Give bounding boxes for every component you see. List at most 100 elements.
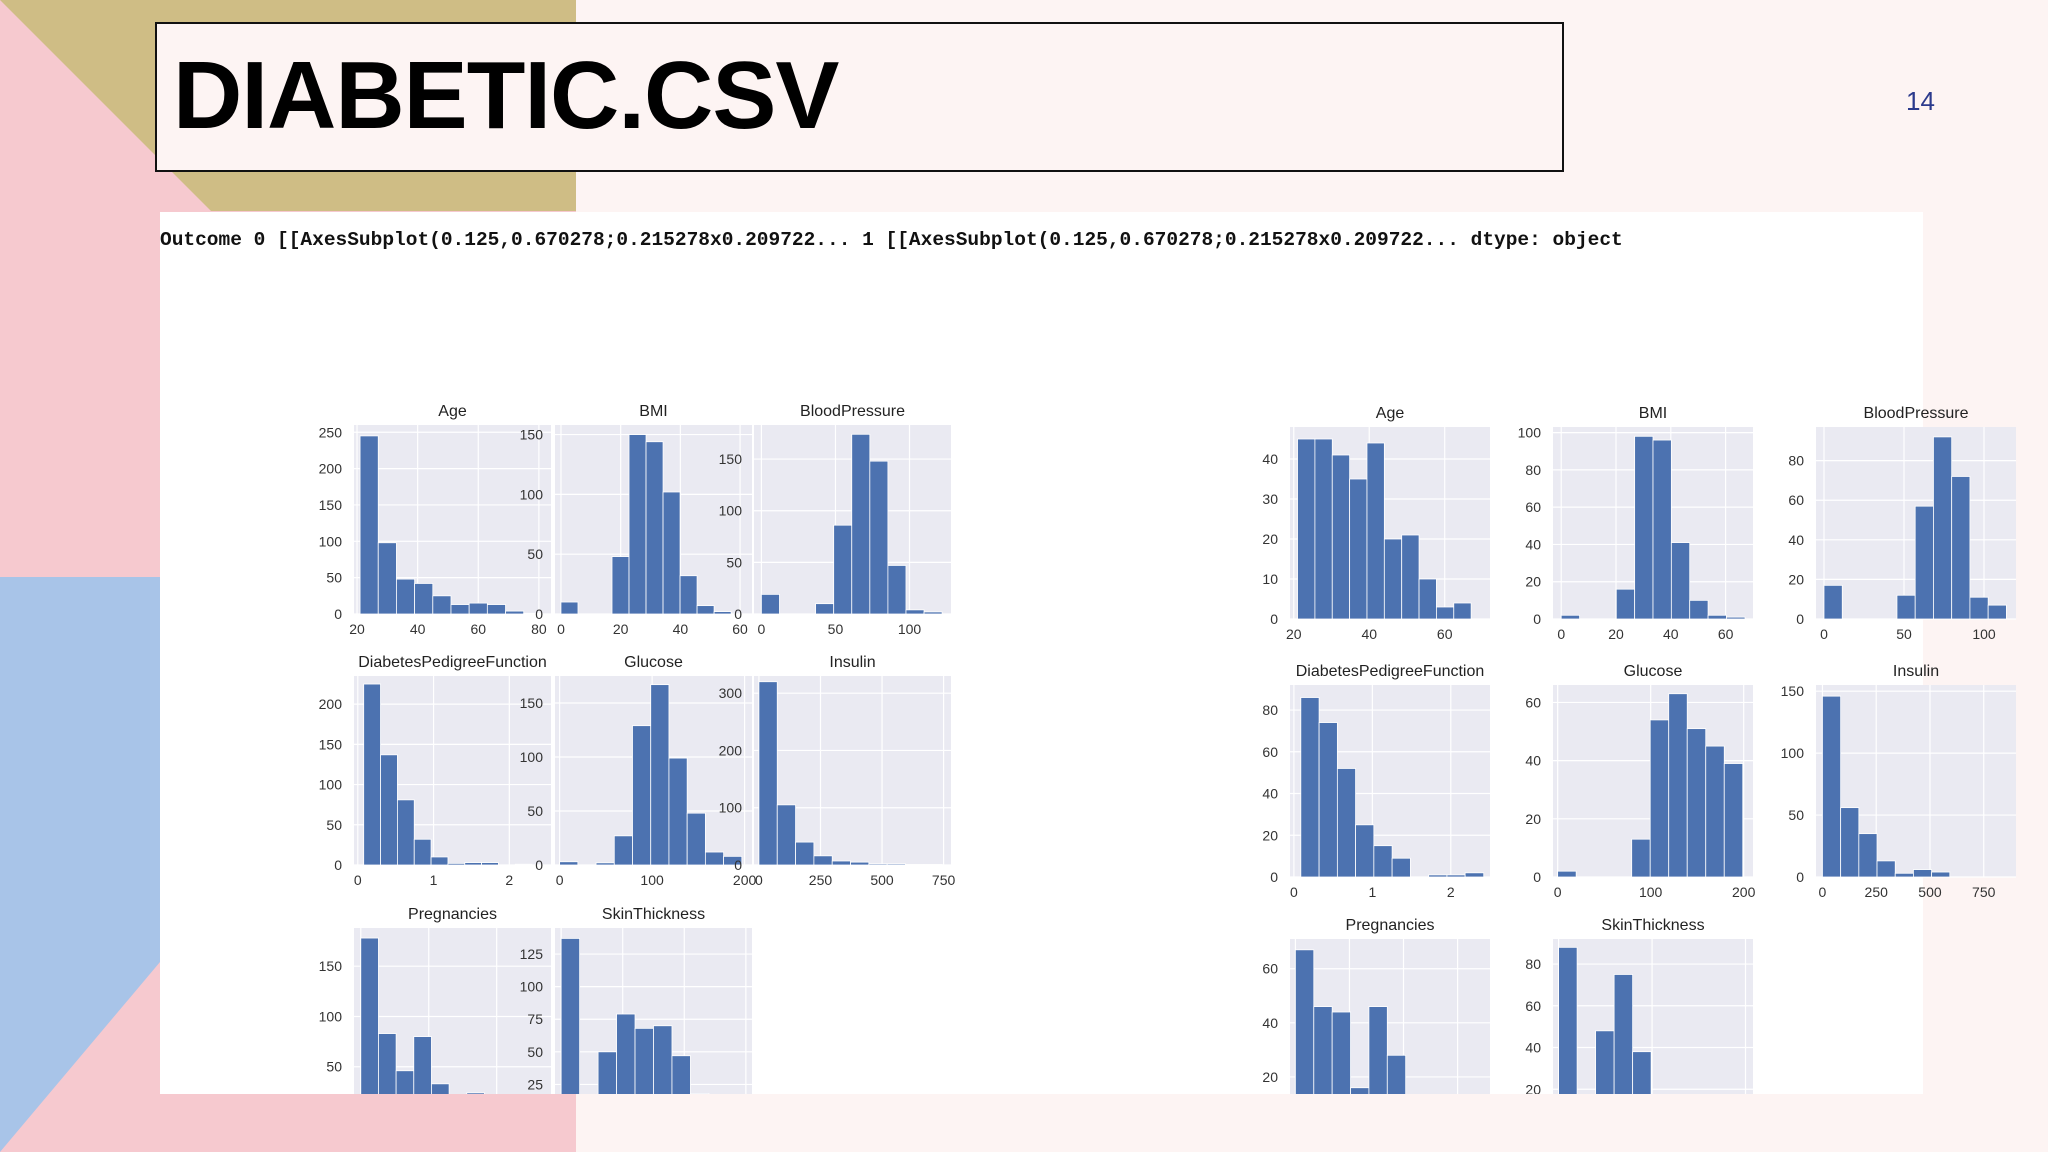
subplot-bmi: 0 20 40 60 0 20 40 60 80 100 BMI xyxy=(1518,405,1753,642)
y-tick-label: 250 xyxy=(319,424,343,440)
histogram-bar xyxy=(380,754,398,866)
histogram-bar xyxy=(923,611,943,615)
histogram-bar xyxy=(613,835,633,866)
histogram-bar xyxy=(450,604,470,615)
title-box: DIABETIC.CSV xyxy=(155,22,1564,172)
histogram-bar xyxy=(595,862,615,866)
histogram-bar xyxy=(1336,768,1356,878)
histogram-bar xyxy=(1557,870,1577,878)
x-tick-label: 750 xyxy=(1972,884,1996,900)
histogram-bar xyxy=(1652,439,1672,620)
y-tick-label: 200 xyxy=(319,461,343,477)
histogram-bar xyxy=(1401,534,1420,620)
histogram-bar xyxy=(1366,442,1385,620)
x-tick-label: 500 xyxy=(1918,884,1942,900)
y-tick-label: 40 xyxy=(1525,1040,1541,1056)
histogram-bar xyxy=(1297,438,1316,620)
y-tick-label: 20 xyxy=(1525,574,1541,590)
histogram-bar xyxy=(1670,542,1691,620)
y-tick-label: 60 xyxy=(1262,961,1278,977)
histogram-bar xyxy=(1428,874,1448,878)
x-tick-label: 0 xyxy=(556,872,564,888)
histogram-bar xyxy=(886,863,906,866)
x-tick-label: 0 xyxy=(1820,626,1828,642)
histogram-bar xyxy=(634,1027,654,1094)
x-tick-label: 250 xyxy=(1865,884,1889,900)
x-tick-label: 0 xyxy=(1290,884,1298,900)
histogram-bar xyxy=(597,1051,617,1094)
histogram-bar xyxy=(611,556,630,615)
subplot-pregnancies: 0510150204060Pregnancies xyxy=(1262,917,1490,1094)
y-tick-label: 100 xyxy=(520,979,544,995)
histogram-bar xyxy=(1349,478,1368,620)
histogram-bar xyxy=(815,603,835,615)
histogram-bar xyxy=(1318,722,1338,878)
y-tick-label: 150 xyxy=(520,695,544,711)
y-tick-label: 80 xyxy=(1525,462,1541,478)
histogram-bar xyxy=(1436,606,1455,620)
histogram-bar xyxy=(377,542,397,615)
x-tick-label: 40 xyxy=(673,621,689,637)
histogram-bar xyxy=(1595,1030,1615,1094)
x-tick-label: 80 xyxy=(531,621,547,637)
histogram-bar xyxy=(431,1083,450,1094)
x-tick-label: 500 xyxy=(870,872,894,888)
x-tick-label: 0 xyxy=(354,872,362,888)
histogram-bar xyxy=(1355,824,1375,878)
histogram-bar xyxy=(662,491,681,615)
y-tick-label: 60 xyxy=(1262,744,1278,760)
y-tick-label: 80 xyxy=(1262,702,1278,718)
x-tick-label: 100 xyxy=(1972,626,1996,642)
output-text: Outcome 0 [[AxesSubplot(0.125,0.670278;0… xyxy=(160,229,1623,251)
subplot-title-age-outcome-0: Age xyxy=(438,403,467,420)
histogram-bar xyxy=(645,441,664,615)
histogram-bar xyxy=(1668,693,1688,878)
x-tick-label: 100 xyxy=(640,872,664,888)
histogram-bar xyxy=(1418,578,1437,620)
x-tick-label: 40 xyxy=(1663,626,1679,642)
histogram-bar xyxy=(776,804,796,866)
histogram-bar xyxy=(671,1055,691,1094)
x-tick-label: 60 xyxy=(1437,626,1453,642)
histogram-bar xyxy=(1560,614,1580,620)
y-tick-label: 40 xyxy=(1525,536,1541,552)
histogram-bar xyxy=(1313,1006,1333,1094)
histogram-bar xyxy=(1914,505,1934,620)
subplot-title-insulin-outcome-1: Insulin xyxy=(1893,663,1939,680)
histogram-bar xyxy=(851,433,871,615)
y-tick-label: 50 xyxy=(527,546,543,562)
histogram-bar xyxy=(850,861,870,866)
histogram-bar xyxy=(628,434,647,615)
histogram-bar xyxy=(1686,728,1707,878)
y-tick-label: 50 xyxy=(326,570,342,586)
subplot-skinthickness: 02040600255075100125SkinThickness xyxy=(520,906,752,1094)
y-tick-label: 150 xyxy=(520,427,544,443)
x-tick-label: 60 xyxy=(1718,626,1734,642)
histogram-bar xyxy=(650,684,670,866)
histogram-bar xyxy=(1368,1006,1388,1094)
histogram-bar xyxy=(1822,695,1842,878)
y-tick-label: 150 xyxy=(319,736,343,752)
histogram-bar xyxy=(560,938,581,1094)
y-tick-label: 50 xyxy=(326,817,342,833)
histogram-bar xyxy=(1969,596,1989,620)
y-tick-label: 40 xyxy=(1262,451,1278,467)
histogram-bar xyxy=(761,593,780,615)
histogram-bar xyxy=(395,1070,415,1094)
y-tick-label: 100 xyxy=(520,749,544,765)
subplot-title-bmi-outcome-1: BMI xyxy=(1639,405,1667,422)
histogram-bar xyxy=(813,855,833,866)
histogram-bar xyxy=(679,575,698,615)
y-tick-label: 200 xyxy=(719,742,743,758)
histogram-bar xyxy=(1987,604,2007,620)
subplot-bloodpressure: 0 50 100 0 20 40 60 80 BloodPressure xyxy=(1788,405,2016,642)
histogram-bar xyxy=(696,605,715,615)
y-tick-label: 125 xyxy=(520,946,544,962)
page-number: 14 xyxy=(1906,86,1935,116)
histogram-bar xyxy=(514,863,533,866)
histogram-bar xyxy=(1631,838,1651,878)
